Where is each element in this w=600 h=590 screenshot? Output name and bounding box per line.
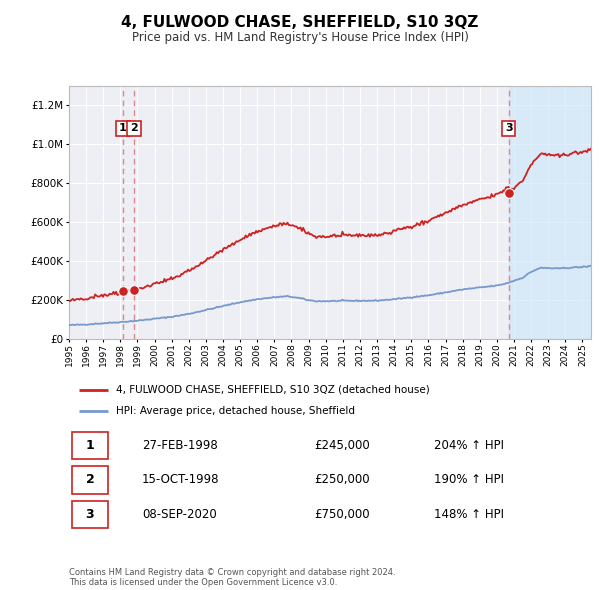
- Text: 15-OCT-1998: 15-OCT-1998: [142, 473, 220, 487]
- FancyBboxPatch shape: [71, 432, 108, 460]
- Text: 148% ↑ HPI: 148% ↑ HPI: [434, 507, 505, 521]
- Text: £245,000: £245,000: [314, 439, 370, 453]
- Text: 08-SEP-2020: 08-SEP-2020: [142, 507, 217, 521]
- Text: 2: 2: [86, 473, 94, 487]
- Text: £250,000: £250,000: [314, 473, 370, 487]
- Text: 4, FULWOOD CHASE, SHEFFIELD, S10 3QZ (detached house): 4, FULWOOD CHASE, SHEFFIELD, S10 3QZ (de…: [116, 385, 430, 395]
- FancyBboxPatch shape: [71, 500, 108, 528]
- Text: 27-FEB-1998: 27-FEB-1998: [142, 439, 218, 453]
- Bar: [509, 86, 591, 339]
- Text: 190% ↑ HPI: 190% ↑ HPI: [434, 473, 505, 487]
- FancyBboxPatch shape: [71, 466, 108, 494]
- Text: Contains HM Land Registry data © Crown copyright and database right 2024.
This d: Contains HM Land Registry data © Crown c…: [69, 568, 395, 587]
- Text: HPI: Average price, detached house, Sheffield: HPI: Average price, detached house, Shef…: [116, 406, 355, 416]
- Text: 1: 1: [86, 439, 94, 453]
- Text: 3: 3: [86, 507, 94, 521]
- Text: 4, FULWOOD CHASE, SHEFFIELD, S10 3QZ: 4, FULWOOD CHASE, SHEFFIELD, S10 3QZ: [121, 15, 479, 30]
- Text: 2: 2: [130, 123, 138, 133]
- Text: 1: 1: [119, 123, 127, 133]
- Text: 3: 3: [505, 123, 512, 133]
- Text: Price paid vs. HM Land Registry's House Price Index (HPI): Price paid vs. HM Land Registry's House …: [131, 31, 469, 44]
- Text: £750,000: £750,000: [314, 507, 370, 521]
- Text: 204% ↑ HPI: 204% ↑ HPI: [434, 439, 505, 453]
